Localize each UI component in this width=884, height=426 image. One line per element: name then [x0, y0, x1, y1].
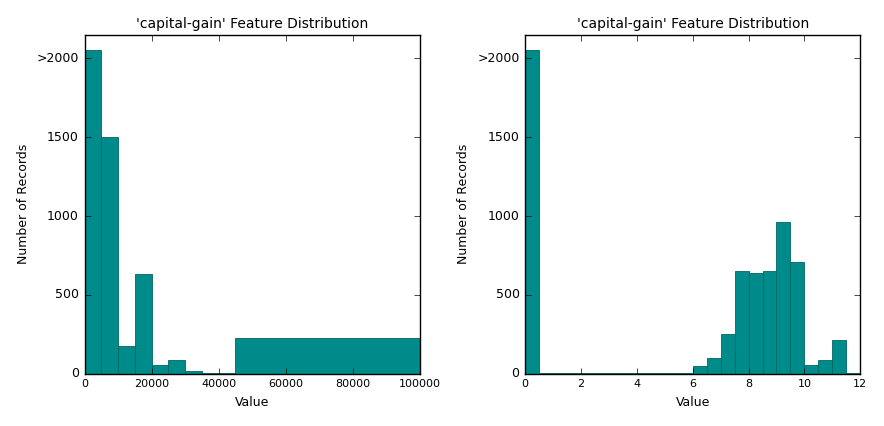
Bar	[102, 137, 118, 374]
Bar	[735, 271, 749, 374]
Bar	[539, 373, 693, 374]
Bar	[846, 373, 860, 374]
Y-axis label: Number of Records: Number of Records	[17, 144, 30, 265]
Bar	[85, 50, 102, 374]
Bar	[134, 274, 151, 374]
Bar	[833, 340, 846, 374]
Bar	[804, 365, 819, 374]
Bar	[693, 366, 706, 374]
Bar	[776, 222, 790, 374]
Bar	[819, 360, 833, 374]
Title: 'capital-gain' Feature Distribution: 'capital-gain' Feature Distribution	[576, 17, 809, 31]
Bar	[763, 271, 776, 374]
Bar	[706, 358, 720, 374]
X-axis label: Value: Value	[675, 396, 710, 409]
Bar	[151, 365, 168, 374]
Bar	[118, 346, 134, 374]
Bar	[235, 338, 420, 374]
Bar	[525, 50, 539, 374]
Title: 'capital-gain' Feature Distribution: 'capital-gain' Feature Distribution	[136, 17, 369, 31]
Bar	[185, 371, 202, 374]
Bar	[790, 262, 804, 374]
Bar	[749, 273, 763, 374]
Bar	[202, 373, 218, 374]
Bar	[720, 334, 735, 374]
Bar	[218, 373, 235, 374]
X-axis label: Value: Value	[235, 396, 270, 409]
Y-axis label: Number of Records: Number of Records	[457, 144, 470, 265]
Bar	[168, 360, 185, 374]
